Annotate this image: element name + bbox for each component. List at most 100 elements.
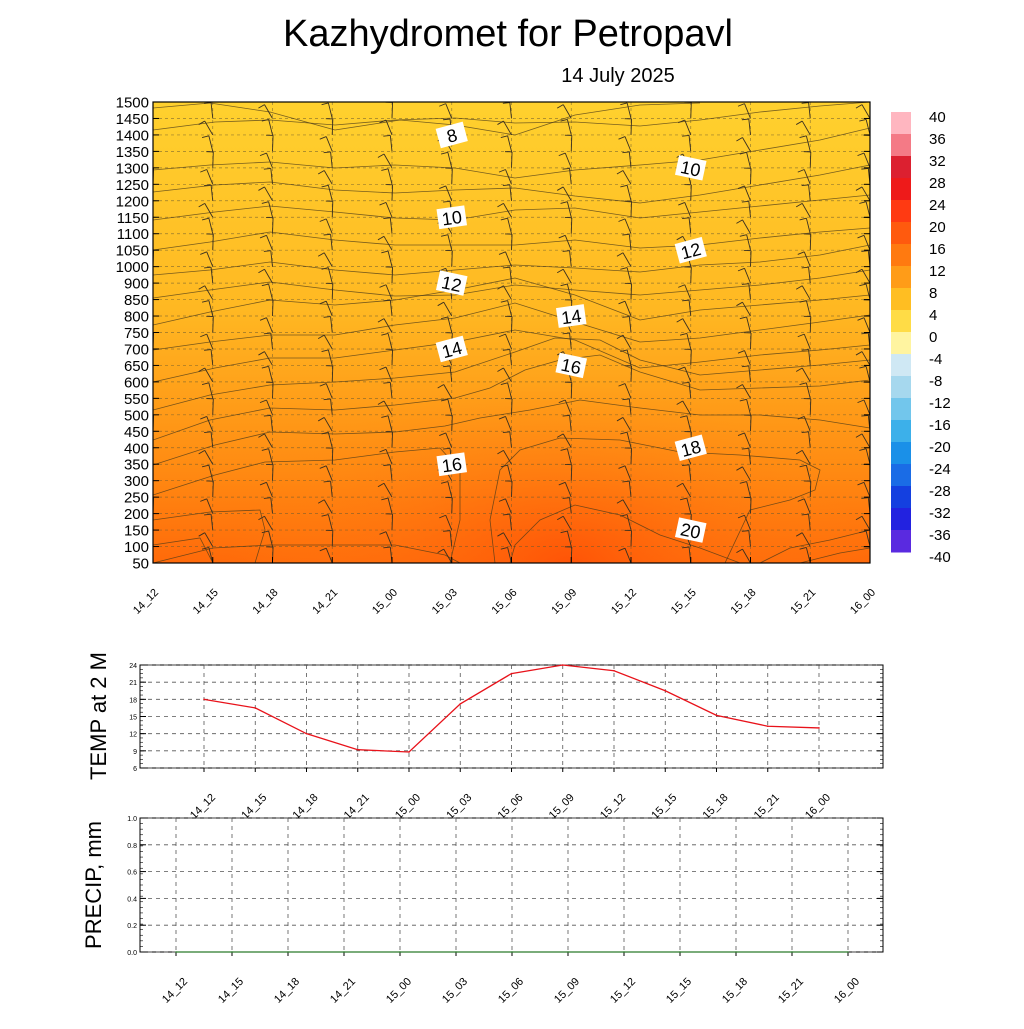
x-tick-label: 16_00	[848, 587, 878, 617]
colorbar-tick-label: 28	[929, 175, 946, 192]
data-point	[567, 951, 569, 953]
colorbar-tick-label: -4	[929, 351, 942, 368]
chart-title: Kazhydromet for Petropavl	[283, 13, 733, 55]
contour-label-text: 14	[560, 306, 583, 329]
wind-barb	[318, 88, 332, 102]
data-point	[408, 751, 410, 753]
y-tick-label: 1300	[116, 160, 149, 177]
x-tick-label: 15_03	[440, 976, 470, 1006]
y-tick-label: 24	[129, 663, 137, 670]
y-tick-label: 350	[124, 457, 149, 474]
y-tick-label: 450	[124, 424, 149, 441]
x-tick-label: 14_21	[310, 587, 340, 617]
colorbar-tick-label: 20	[929, 219, 946, 236]
data-point	[679, 951, 681, 953]
colorbar-tick-label: 24	[929, 197, 946, 214]
x-tick-label: 15_06	[490, 587, 520, 617]
x-tick-label: 15_18	[729, 587, 759, 617]
y-tick-label: 1050	[116, 243, 149, 260]
y-tick-label: 1150	[117, 210, 149, 227]
wind-barb	[445, 86, 452, 102]
data-point	[818, 727, 820, 729]
colorbar-swatch	[891, 112, 911, 135]
contour-label: 16	[436, 452, 467, 477]
y-tick-label: 900	[124, 276, 149, 293]
x-tick-label: 14_15	[216, 976, 246, 1006]
colorbar-tick-label: 4	[929, 307, 937, 324]
contour-label-text: 10	[679, 157, 703, 181]
x-tick-label: 15_15	[664, 976, 694, 1006]
x-tick-label: 14_18	[251, 587, 281, 617]
colorbar-swatch	[891, 464, 911, 487]
colorbar-swatch	[891, 486, 911, 509]
y-tick-label: 200	[124, 506, 149, 523]
y-tick-label: 850	[124, 292, 149, 309]
x-tick-label: 15_21	[776, 976, 806, 1006]
y-tick-label: 1450	[116, 111, 149, 128]
colorbar-tick-label: -40	[929, 549, 951, 566]
colorbar-swatch	[891, 310, 911, 333]
data-point	[562, 664, 564, 666]
y-tick-label: 6	[133, 766, 137, 773]
y-tick-label: 1.0	[127, 816, 137, 823]
data-point	[306, 733, 308, 735]
colorbar-swatch	[891, 178, 911, 201]
data-point	[287, 951, 289, 953]
chart-date: 14 July 2025	[561, 65, 674, 87]
data-point	[175, 951, 177, 953]
wind-barb	[381, 86, 392, 102]
x-tick-label: 16_00	[832, 976, 862, 1006]
y-tick-label: 15	[129, 715, 137, 722]
y-tick-label: 1100	[117, 226, 149, 243]
data-point	[459, 703, 461, 705]
data-point	[203, 699, 205, 701]
data-point	[357, 749, 359, 751]
wind-barb	[680, 86, 691, 102]
x-tick-label: 15_15	[649, 792, 679, 822]
y-tick-label: 0.8	[127, 843, 137, 850]
data-point	[735, 951, 737, 953]
contour-label-text: 20	[679, 519, 703, 543]
x-tick-label: 15_06	[496, 976, 526, 1006]
y-tick-label: 0.4	[127, 896, 137, 903]
y-tick-label: 750	[124, 325, 149, 342]
x-tick-label: 15_09	[547, 792, 577, 822]
y-tick-label: 100	[124, 539, 149, 556]
colorbar-swatch	[891, 200, 911, 223]
y-tick-label: 150	[124, 523, 149, 540]
y-tick-label: 1500	[116, 95, 149, 112]
y-tick-label: 1350	[116, 144, 149, 161]
colorbar-swatch	[891, 530, 911, 553]
colorbar-swatch	[891, 288, 911, 311]
data-point	[511, 673, 513, 675]
x-tick-label: 15_15	[669, 587, 699, 617]
x-tick-label: 14_15	[239, 792, 269, 822]
colorbar-tick-label: 8	[929, 285, 937, 302]
data-point	[847, 951, 849, 953]
contour-label: 14	[556, 304, 587, 329]
colorbar-swatch	[891, 244, 911, 267]
x-tick-label: 15_21	[788, 587, 818, 617]
colorbar-tick-label: -8	[929, 373, 942, 390]
colorbar-tick-label: -16	[929, 417, 951, 434]
y-axis-label: PRECIP, mm	[81, 821, 106, 949]
y-tick-label: 21	[129, 680, 137, 687]
colorbar-tick-label: 0	[929, 329, 937, 346]
colorbar-tick-label: -20	[929, 439, 951, 456]
colorbar-swatch	[891, 134, 911, 157]
colorbar-swatch	[891, 332, 911, 355]
contour-label-text: 16	[559, 355, 583, 379]
wind-barb	[264, 86, 273, 102]
y-tick-label: 650	[124, 358, 149, 375]
colorbar-tick-label: 12	[929, 263, 946, 280]
wind-barb	[563, 86, 572, 102]
x-tick-label: 15_09	[552, 976, 582, 1006]
colorbar-tick-label: -24	[929, 461, 951, 478]
y-tick-label: 550	[124, 391, 149, 408]
colorbar-swatch	[891, 354, 911, 377]
wind-barb	[499, 87, 511, 102]
